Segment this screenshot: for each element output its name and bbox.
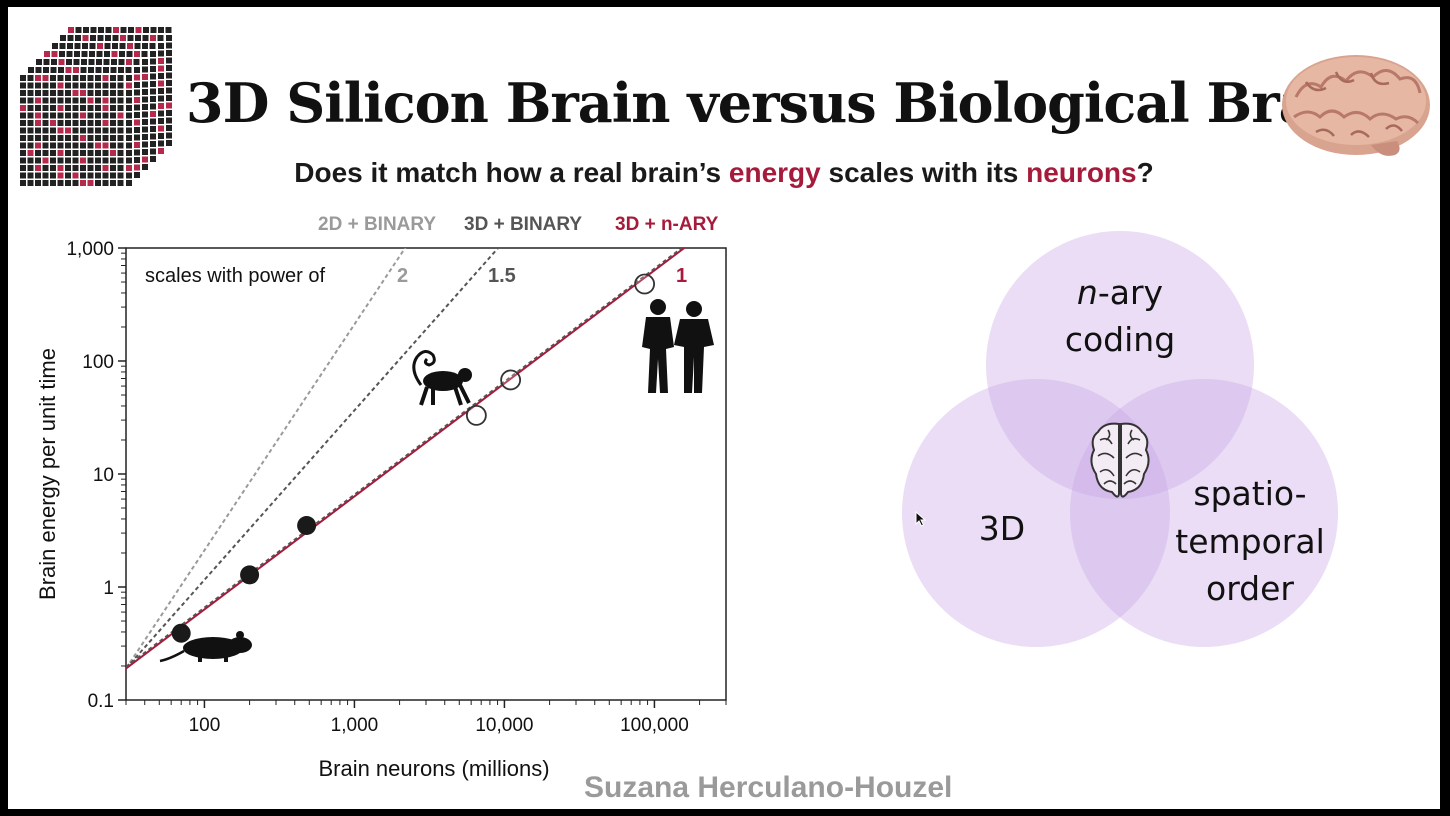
credit-text: Suzana Herculano-Houzel <box>584 771 953 804</box>
y-tick-label: 1 <box>103 578 114 599</box>
data-point-filled <box>240 565 260 585</box>
venn-label: temporal <box>1175 522 1324 561</box>
legend-3d-binary: 3D + BINARY <box>464 214 583 235</box>
venn-label: order <box>1206 569 1294 608</box>
slide-subtitle: Does it match how a real brain’s energy … <box>294 157 1154 188</box>
venn-circle-spatiotemporal <box>1070 379 1338 647</box>
venn-label: spatio- <box>1193 474 1306 513</box>
x-tick-label: 10,000 <box>475 715 533 736</box>
humans-icon <box>642 299 714 393</box>
venn-diagram: n-ary coding 3D spatio-temporal order <box>902 231 1338 647</box>
x-tick-label: 1,000 <box>331 715 379 736</box>
x-tick-label: 100,000 <box>620 715 689 736</box>
mouse-cursor-icon <box>915 511 927 527</box>
power-label-1: 1 <box>676 265 687 287</box>
legend-3d-nary: 3D + n-ARY <box>615 214 719 235</box>
power-line-2 <box>126 248 407 670</box>
power-line-1-5 <box>126 248 500 670</box>
venn-label: n-ary <box>1077 273 1163 312</box>
scaling-lines <box>126 248 686 670</box>
data-point-open <box>634 273 656 295</box>
chart: 0.1 1 10 100 1,000 100 1,000 10,000 100,000 Brain… <box>35 231 1338 781</box>
venn-label: coding <box>1065 320 1175 359</box>
data-point-open <box>465 405 487 426</box>
data-point-filled <box>171 623 191 643</box>
y-tick-label: 100 <box>82 352 114 373</box>
y-tick-label: 1,000 <box>66 239 114 260</box>
power-label-1-5: 1.5 <box>488 265 516 287</box>
monkey-icon <box>412 350 472 406</box>
power-label-2: 2 <box>397 265 408 287</box>
venn-circle-nary <box>986 231 1254 499</box>
data-point-open <box>500 369 522 391</box>
brain-photo-icon <box>1282 55 1430 156</box>
brain-icon <box>1090 422 1150 498</box>
power-line-1 <box>126 248 686 670</box>
x-tick-label: 100 <box>189 715 221 736</box>
venn-label: 3D <box>979 509 1025 548</box>
annotation-text: scales with power of <box>145 265 326 287</box>
x-axis-label: Brain neurons (millions) <box>318 756 549 781</box>
y-tick-label: 10 <box>93 465 114 486</box>
power-line-1-binary-overlay <box>126 248 683 668</box>
rat-icon <box>159 631 252 663</box>
y-axis-label: Brain energy per unit time <box>35 348 60 600</box>
data-point-filled <box>297 516 317 536</box>
silicon-cube-icon <box>20 27 172 186</box>
y-tick-label: 0.1 <box>88 691 114 712</box>
slide-title: 3D Silicon Brain versus Biological Brain <box>186 71 1371 135</box>
plot-frame <box>125 247 727 701</box>
slide: 3D Silicon Brain versus Biological Brain… <box>8 7 1440 809</box>
legend-2d-binary: 2D + BINARY <box>318 214 437 235</box>
